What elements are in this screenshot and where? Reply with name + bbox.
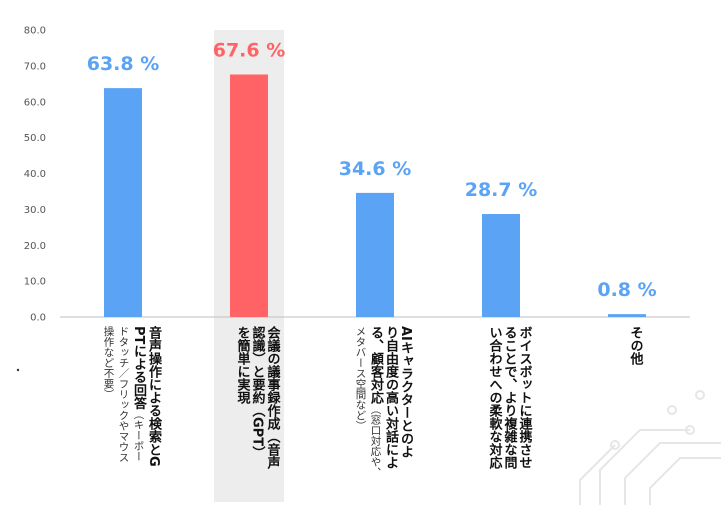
data-label: 28.7 % [465, 179, 538, 201]
y-tick-label: 80.0 [24, 26, 46, 37]
category-label-line: い合わせへの柔軟な対応 [487, 326, 504, 470]
data-label: 67.6 % [213, 39, 286, 61]
category-label-line: り自由度の高い対話によ [383, 326, 400, 469]
circuit-node [685, 425, 695, 435]
circuit-line [649, 457, 721, 505]
category-label-line: その他 [628, 326, 645, 366]
category-label-line: ボイスボットに連携させ [517, 326, 533, 469]
category-label: 音声操作による検索とGPTによる回答（キーボードタッチ／フリックやマウス操作など… [103, 325, 163, 466]
bar [230, 74, 268, 317]
y-tick-label: 50.0 [24, 133, 46, 144]
y-tick-label: 10.0 [24, 277, 46, 288]
y-tick-label: 40.0 [24, 169, 46, 180]
data-label: 34.6 % [339, 158, 412, 180]
bar [104, 88, 142, 318]
category-label-line: る、顧客対応（窓口対応や、 [368, 326, 385, 478]
y-tick-label: 60.0 [24, 97, 46, 108]
circuit-node [695, 390, 705, 400]
category-labels: 音声操作による検索とGPTによる回答（キーボードタッチ／フリックやマウス操作など… [103, 325, 645, 477]
circuit-line [624, 442, 721, 505]
category-label-line: メタバース空間など） [355, 326, 367, 431]
circuit-line [599, 429, 690, 505]
value-labels: 63.8 % 67.6 % 34.6 % 28.7 % 0.8 % [87, 39, 657, 301]
category-label-line: PTによる回答（キーボー [131, 326, 147, 462]
bar [356, 192, 394, 317]
y-tick-label: 20.0 [24, 241, 46, 252]
category-label: AIキャラクターとのより自由度の高い対話による、顧客対応（窓口対応や、メタバース… [355, 326, 414, 478]
category-label-line: 音声操作による検索とG [146, 325, 163, 466]
category-label-line: 認識）と要約（GPT） [250, 325, 267, 459]
circuit-line [579, 444, 616, 505]
stray-dot [16, 368, 20, 372]
bars [104, 74, 646, 318]
data-label: 0.8 % [597, 279, 656, 301]
category-label-line: ドタッチ／フリックやマウス [118, 326, 130, 463]
y-tick-label: 30.0 [24, 205, 46, 216]
category-label-line: 会議の議事録作成（音声 [265, 325, 282, 470]
background-circuit-decoration [579, 390, 721, 505]
category-label-line: ることで、より複雑な問 [502, 326, 519, 470]
bar [608, 314, 646, 317]
y-axis-tick-labels: 0.0 10.0 20.0 30.0 40.0 50.0 60.0 70.0 80.0 [24, 26, 46, 324]
y-tick-label: 0.0 [30, 313, 46, 324]
bar [482, 214, 520, 317]
circuit-node [610, 440, 620, 450]
category-label-line: 操作など不要） [103, 325, 115, 399]
category-label: その他 [628, 326, 645, 366]
y-tick-label: 70.0 [24, 61, 46, 72]
circuit-node [667, 405, 677, 415]
category-label-line: を簡単に実現 [235, 326, 252, 405]
data-label: 63.8 % [87, 53, 160, 75]
category-label-line: AIキャラクターとのよ [398, 326, 414, 458]
